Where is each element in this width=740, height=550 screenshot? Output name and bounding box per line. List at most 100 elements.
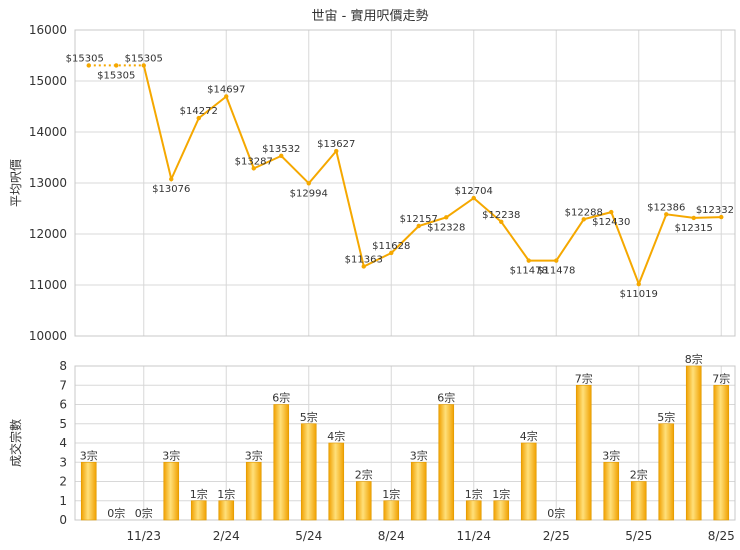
transactions-data-label: 6宗 [272, 391, 290, 405]
chart-title: 世宙 - 實用呎價走勢 [312, 8, 429, 24]
x-tick-label: 2/24 [213, 529, 240, 543]
transactions-bar [329, 443, 344, 520]
transactions-data-label: 1宗 [492, 487, 510, 501]
price-data-label: $12332 [696, 205, 734, 216]
transactions-data-label: 5宗 [300, 410, 318, 424]
transactions-bar [439, 405, 454, 521]
transactions-data-label: 4宗 [520, 429, 538, 443]
transactions-bar-chart: 012345678 成交宗數 3宗0宗 0宗3宗1宗 1宗3宗6宗5宗4宗2宗1宗3… [8, 352, 735, 543]
transactions-bar [356, 482, 371, 521]
price-point [637, 282, 641, 286]
transactions-bar [686, 366, 701, 520]
transactions-data-label: 0宗 [547, 506, 565, 520]
transactions-y-tick-labels: 0 1 2 3 4 5 6 7 8 [59, 359, 67, 527]
transactions-y-tick-label: 4 [59, 436, 67, 450]
price-data-label: $11478 [537, 266, 575, 277]
transactions-bar [384, 501, 399, 520]
price-y-axis-title: 平均呎價 [9, 159, 23, 207]
transactions-bar [191, 501, 206, 520]
price-data-labels: $15305 $15305 $15305 $13076 $14272 $14697 $132… [66, 53, 734, 300]
price-data-label: $12315 [675, 223, 713, 234]
transactions-y-tick-label: 5 [59, 417, 67, 431]
price-y-tick-label: 13000 [29, 176, 67, 190]
transactions-bar [246, 462, 261, 520]
price-data-label: $13076 [152, 184, 190, 195]
price-data-label: $14697 [207, 84, 245, 95]
price-point [692, 216, 696, 220]
transactions-data-label: 3宗 [162, 448, 180, 462]
transactions-data-label: 5宗 [657, 410, 675, 424]
transactions-data-label: 3宗 [410, 448, 428, 462]
transactions-y-tick-label: 8 [59, 359, 67, 373]
price-y-tick-label: 16000 [29, 23, 67, 37]
transactions-bar [494, 501, 509, 520]
transactions-data-label: 1宗 [190, 487, 208, 501]
price-series [87, 63, 724, 286]
transactions-bar [631, 482, 646, 521]
price-point [307, 181, 311, 185]
price-data-label: $12386 [647, 202, 685, 213]
price-data-label: $11363 [345, 254, 383, 265]
transactions-y-tick-label: 7 [59, 378, 67, 392]
transactions-bar [604, 462, 619, 520]
transactions-data-label: 3宗 [245, 448, 263, 462]
price-data-label: $14272 [180, 106, 218, 117]
transactions-bar [301, 424, 316, 520]
price-data-label: $15305 [97, 70, 135, 81]
price-line-chart: 10000 11000 12000 13000 14000 15000 16000 平均呎價… [9, 23, 735, 343]
transactions-bar [164, 462, 179, 520]
x-tick-label: 2/25 [543, 529, 570, 543]
transactions-bar [81, 462, 96, 520]
transactions-bar [659, 424, 674, 520]
x-tick-label: 8/24 [378, 529, 405, 543]
price-y-tick-label: 15000 [29, 74, 67, 88]
price-data-label: $13627 [317, 139, 355, 150]
x-tick-labels: 11/23 2/24 5/24 8/24 11/24 2/25 5/25 8/25 [126, 529, 734, 543]
transactions-bar [714, 385, 729, 520]
price-y-tick-label: 12000 [29, 227, 67, 241]
transactions-data-label: 7宗 [575, 371, 593, 385]
chart-canvas: 世宙 - 實用呎價走勢 1000011000120001300014000150… [0, 0, 740, 550]
price-point [444, 215, 448, 219]
transactions-bar [274, 405, 289, 521]
price-data-label: $12328 [427, 222, 465, 233]
price-data-label: $12430 [592, 217, 630, 228]
price-line [144, 65, 722, 284]
price-data-label: $12238 [482, 210, 520, 221]
transactions-y-tick-label: 3 [59, 455, 67, 469]
x-tick-label: 11/24 [456, 529, 491, 543]
price-point [114, 63, 118, 67]
price-point [609, 210, 613, 214]
price-y-tick-labels: 10000 11000 12000 13000 14000 15000 16000 [29, 23, 67, 343]
transactions-bar [521, 443, 536, 520]
transactions-data-label: 1宗 [382, 487, 400, 501]
transactions-bar [576, 385, 591, 520]
transactions-y-axis-title: 成交宗數 [8, 419, 23, 467]
transactions-data-label: 3宗 [602, 448, 620, 462]
transactions-bar [466, 501, 481, 520]
transactions-data-label: 0宗 [135, 506, 153, 520]
transactions-y-tick-label: 0 [59, 513, 67, 527]
price-data-label: $15305 [66, 53, 104, 64]
transactions-data-label: 1宗 [217, 487, 235, 501]
transactions-data-label: 8宗 [685, 352, 703, 366]
transactions-data-label: 1宗 [465, 487, 483, 501]
x-tick-label: 8/25 [708, 529, 735, 543]
price-y-tick-label: 10000 [29, 329, 67, 343]
x-tick-label: 5/24 [295, 529, 322, 543]
price-data-label: $15305 [125, 53, 163, 64]
transactions-data-label: 4宗 [327, 429, 345, 443]
transactions-data-label: 0宗 [107, 506, 125, 520]
transactions-y-tick-label: 6 [59, 398, 67, 412]
transactions-data-label: 2宗 [355, 468, 373, 482]
x-tick-label: 5/25 [625, 529, 652, 543]
price-y-tick-label: 11000 [29, 278, 67, 292]
price-data-label: $12704 [455, 186, 493, 197]
price-y-tick-label: 14000 [29, 125, 67, 139]
transactions-data-label: 7宗 [712, 371, 730, 385]
transactions-data-label: 2宗 [630, 468, 648, 482]
price-data-label: $12994 [290, 188, 328, 199]
price-point [554, 258, 558, 262]
transactions-y-tick-label: 1 [59, 494, 67, 508]
transactions-data-label: 6宗 [437, 391, 455, 405]
